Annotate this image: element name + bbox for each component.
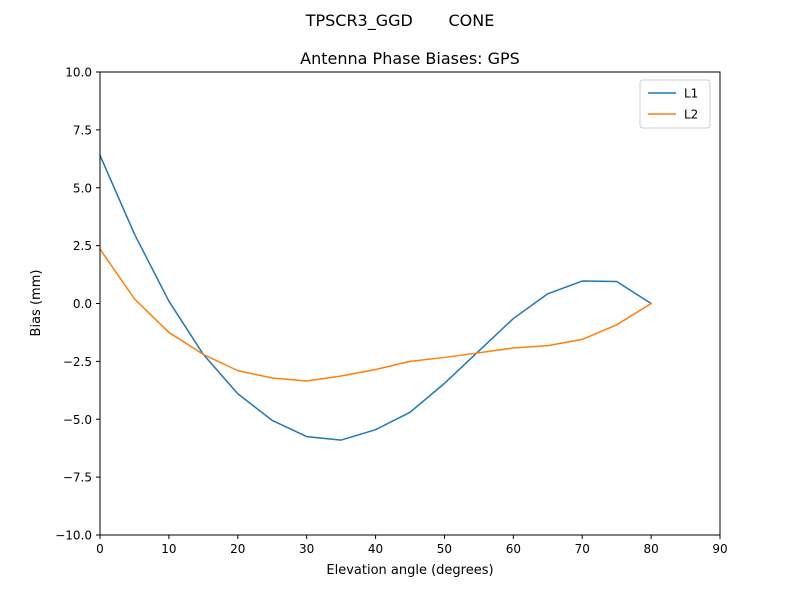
legend-label-l2: L2 bbox=[684, 108, 698, 122]
x-tick-label: 50 bbox=[437, 542, 452, 556]
plot-area: 0 10 20 30 40 50 60 70 80 90 −10.0 −7.5 −5.0 −2.5 0.0 2… bbox=[55, 66, 727, 557]
y-tick-label: −7.5 bbox=[63, 471, 92, 485]
x-tick-label: 0 bbox=[96, 542, 104, 556]
x-tick-label: 10 bbox=[161, 542, 176, 556]
x-tick-label: 20 bbox=[230, 542, 245, 556]
x-tick-label: 30 bbox=[299, 542, 314, 556]
y-tick-label: −10.0 bbox=[55, 529, 92, 543]
legend-box bbox=[639, 79, 711, 129]
y-tick-label: 7.5 bbox=[73, 123, 92, 137]
y-tick-label: −2.5 bbox=[63, 355, 92, 369]
series-line-l1 bbox=[99, 154, 653, 441]
x-tick-label: 90 bbox=[712, 542, 727, 556]
figure-suptitle: TPSCR3_GGD CONE bbox=[305, 11, 495, 31]
axes-frame bbox=[99, 71, 721, 536]
series-line-l2 bbox=[98, 248, 653, 382]
chart-title: Antenna Phase Biases: GPS bbox=[300, 49, 520, 68]
y-tick-label: 10.0 bbox=[65, 66, 92, 80]
y-tick-label: 2.5 bbox=[73, 239, 92, 253]
x-axis-label: Elevation angle (degrees) bbox=[326, 563, 493, 578]
x-tick-label: 80 bbox=[643, 542, 658, 556]
y-axis-label: Bias (mm) bbox=[29, 270, 44, 337]
y-tick-label: −5.0 bbox=[63, 413, 92, 427]
y-tick-label: 0.0 bbox=[73, 297, 92, 311]
legend: L1 L2 bbox=[639, 79, 711, 129]
y-tick-label: 5.0 bbox=[73, 181, 92, 195]
x-tick-label: 40 bbox=[368, 542, 383, 556]
legend-label-l1: L1 bbox=[684, 87, 698, 101]
x-tick-label: 60 bbox=[506, 542, 521, 556]
x-tick-label: 70 bbox=[575, 542, 590, 556]
